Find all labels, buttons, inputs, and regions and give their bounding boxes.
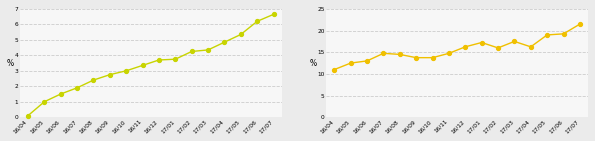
Y-axis label: %: % bbox=[309, 59, 317, 68]
Y-axis label: %: % bbox=[7, 59, 14, 68]
